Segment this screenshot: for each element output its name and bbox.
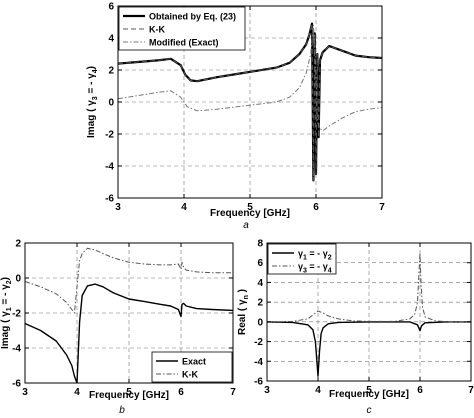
y-tick-label: -4	[12, 344, 21, 355]
x-axis-label: Frequency [GHz]	[210, 208, 290, 219]
y-tick-label: -2	[105, 130, 114, 141]
x-tick-label: 5	[366, 385, 372, 396]
legend: Obtained by Eq. (23) K-K Modified (Exact)	[118, 6, 246, 51]
y-tick-label: 2	[257, 298, 263, 309]
y-axis-label: Imag ( γ1​ = - γ2​)	[0, 277, 13, 349]
legend-box	[151, 351, 233, 383]
panel-letter: b	[119, 405, 125, 416]
x-tick-label: 7	[379, 202, 385, 213]
legend-box	[267, 243, 337, 275]
series-line-b-1	[25, 247, 233, 314]
x-tick-label: 3	[115, 202, 121, 213]
y-tick-label: -6	[12, 379, 21, 390]
legend-label: Modified (Exact)	[149, 38, 219, 48]
x-tick-label: 4	[315, 385, 321, 396]
y-tick-label: 0	[108, 98, 114, 109]
chart-panel-a: 3 4 5 6 7 6 4 2 0 -2 -4 -6 Frequency [GHz] Imag ( γ3​…	[86, 2, 385, 232]
legend-label: γ1​ = - γ2​	[298, 249, 332, 262]
x-tick-label: 6	[313, 202, 319, 213]
y-tick-label: 6	[108, 2, 114, 13]
legend-label: γ3​ = - γ4​	[298, 262, 332, 275]
x-tick-label: 4	[74, 387, 80, 398]
y-tick-label: 4	[108, 34, 114, 45]
x-tick-label: 5	[126, 387, 132, 398]
y-tick-label: 2	[108, 66, 114, 77]
panel-letter: c	[367, 405, 372, 416]
y-tick-label: -4	[105, 162, 114, 173]
y-tick-label: 0	[15, 274, 21, 285]
x-tick-label: 3	[264, 385, 270, 396]
series-line-c-0	[267, 321, 471, 377]
y-tick-label: 8	[257, 239, 263, 250]
legend-label: K-K	[182, 370, 198, 380]
chart-panel-b: 3 4 5 6 7 2 0 -2 -4 -6 Frequency [GHz] Imag ( γ1​ =…	[0, 239, 236, 417]
y-tick-label: 0	[257, 317, 263, 328]
y-tick-label: -2	[12, 309, 21, 320]
y-tick-label: -2	[254, 337, 263, 348]
y-tick-label: 4	[257, 278, 263, 289]
x-tick-label: 3	[22, 387, 28, 398]
y-axis-label: Real ( γn​ )	[237, 289, 250, 335]
x-tick-label: 5	[247, 202, 253, 213]
legend-label: Obtained by Eq. (23)	[149, 12, 236, 22]
legend-label: Exact	[182, 357, 206, 367]
y-axis-label: Imag ( γ3​ = - γ4​)	[86, 66, 99, 138]
y-tick-label: -6	[254, 377, 263, 388]
legend-label: K-K	[149, 25, 165, 35]
legend: Exact K-K	[151, 351, 233, 383]
y-tick-label: 2	[15, 239, 21, 250]
series-line-a-1	[118, 23, 382, 181]
legend: γ1​ = - γ2​γ3​ = - γ4​	[267, 243, 337, 275]
x-tick-label: 6	[417, 385, 423, 396]
x-tick-label: 7	[230, 387, 236, 398]
y-tick-label: 6	[257, 258, 263, 269]
y-tick-label: -4	[254, 357, 263, 368]
series-line-c-1	[267, 252, 471, 323]
x-axis-label: Frequency [GHz]	[329, 389, 409, 400]
x-tick-label: 7	[468, 385, 474, 396]
x-axis-label: Frequency [GHz]	[89, 390, 169, 401]
series-line-b-0	[25, 283, 233, 383]
panel-letter: a	[243, 220, 249, 231]
x-tick-label: 4	[181, 202, 187, 213]
x-tick-label: 6	[178, 387, 184, 398]
chart-panel-c: 3 4 5 6 7 8 6 4 2 0 -2 -4 -6 Frequency [GHz] Real ( γn…	[237, 239, 474, 417]
series-line-a-2	[118, 24, 382, 132]
y-tick-label: -6	[105, 194, 114, 205]
